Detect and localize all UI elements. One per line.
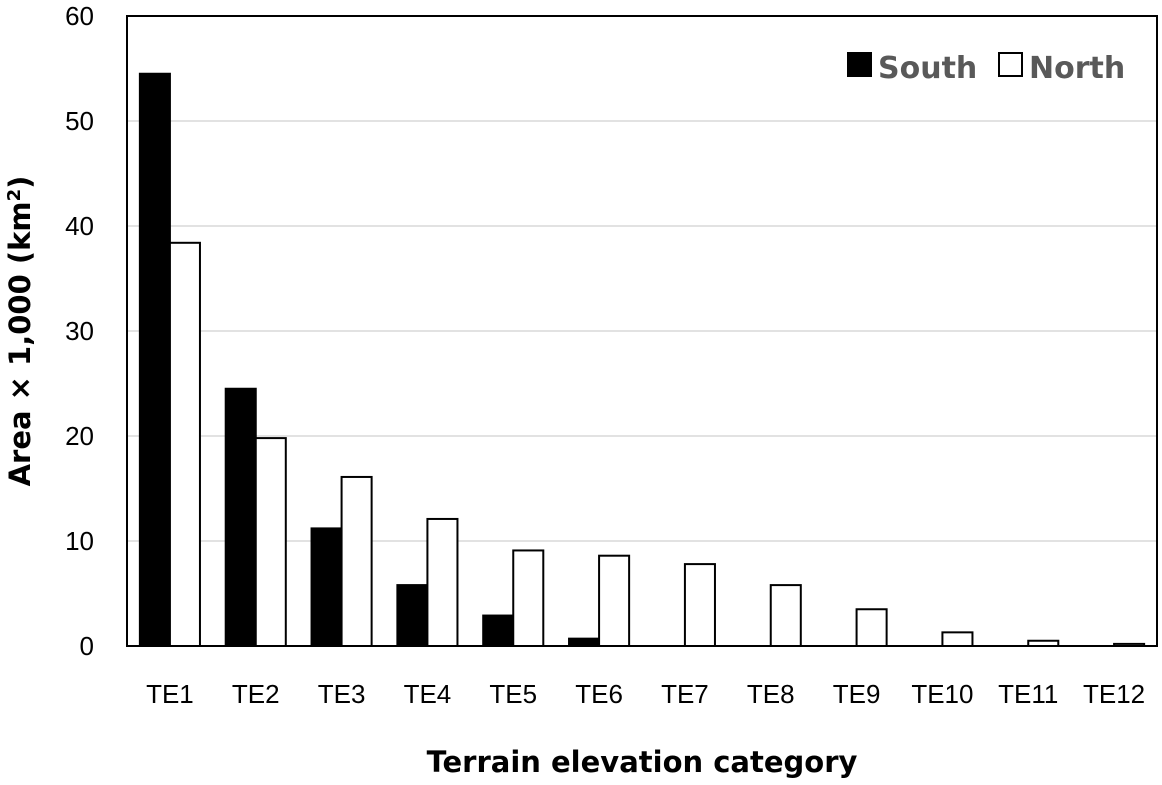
legend: South North [847, 51, 1125, 86]
x-tick-label: TE8 [747, 679, 795, 709]
y-tick-label: 20 [65, 421, 94, 451]
bar-north-te8 [769, 584, 802, 647]
bar-south-te3 [310, 527, 343, 648]
y-tick-label: 50 [65, 106, 94, 136]
x-tick-label: TE3 [318, 679, 366, 709]
y-axis-title: Area × 1,000 (km2) [3, 176, 37, 487]
bar-north-te9 [855, 608, 888, 647]
plot-frame [126, 15, 1158, 647]
y-axis-title-prefix: Area × 1,000 (km [3, 201, 37, 486]
bar-north-te4 [426, 517, 459, 648]
y-tick-label: 30 [65, 316, 94, 346]
bar-north-te3 [340, 475, 373, 648]
gridlines [127, 120, 1157, 542]
bar-south-te6 [568, 637, 601, 648]
legend-label-south: South [878, 51, 977, 86]
bar-north-te5 [512, 549, 545, 648]
bar-south-te4 [396, 584, 429, 647]
bar-south-te2 [224, 387, 257, 647]
y-axis-title-suffix: ) [3, 176, 37, 189]
y-tick-label: 60 [65, 1, 94, 31]
bar-south-te5 [482, 614, 515, 647]
y-tick-labels: 0 10 20 30 40 50 60 [65, 1, 94, 661]
bar-south-te1 [138, 72, 171, 647]
legend-swatch-south [847, 52, 872, 77]
x-tick-label: TE1 [146, 679, 194, 709]
y-axis-title-superscript: 2 [4, 189, 25, 202]
x-axis-title: Terrain elevation category [427, 745, 858, 779]
legend-swatch-north [998, 52, 1023, 77]
x-tick-label: TE12 [1083, 679, 1145, 709]
y-tick-label: 10 [65, 526, 94, 556]
x-tick-label: TE11 [998, 679, 1058, 709]
legend-label-north: North [1029, 51, 1125, 86]
x-tick-labels: TE1 TE2 TE3 TE4 TE5 TE6 TE7 TE8 TE9 TE10 TE11 TE12 [146, 679, 1145, 709]
x-tick-label: TE6 [575, 679, 623, 709]
y-tick-label: 0 [80, 631, 94, 661]
bar-north-te10 [941, 631, 974, 647]
bar-north-te1 [168, 241, 201, 648]
x-tick-label: TE2 [232, 679, 280, 709]
y-tick-label: 40 [65, 211, 94, 241]
bar-north-te6 [598, 554, 631, 648]
bars [138, 72, 1146, 648]
x-tick-label: TE9 [833, 679, 881, 709]
x-tick-label: TE10 [911, 679, 973, 709]
bar-north-te2 [254, 437, 287, 647]
bar-north-te7 [683, 563, 716, 647]
x-tick-label: TE4 [404, 679, 452, 709]
x-tick-label: TE5 [489, 679, 537, 709]
x-tick-label: TE7 [661, 679, 709, 709]
